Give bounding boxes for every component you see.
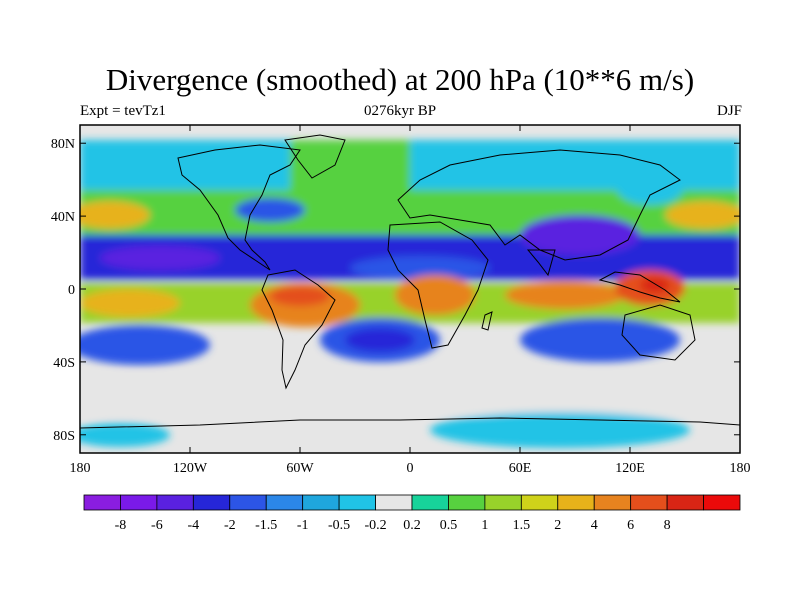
colorbar-label: -4 <box>187 518 199 533</box>
colorbar-swatch <box>666 494 704 511</box>
x-tick-label: 120W <box>173 461 208 476</box>
colorbar: -8 -6 -4 -2 -1.5 -1 -0.5 -0.2 0.2 0.5 1 1.5 2 4 6 8 <box>83 494 741 533</box>
x-tick-label: 60E <box>509 461 532 476</box>
india-coast <box>526 249 556 277</box>
colorbar-swatch <box>229 494 267 511</box>
colorbar-label: 8 <box>664 518 671 533</box>
colorbar-swatch <box>338 494 376 511</box>
antarctica-coast <box>80 417 740 429</box>
x-tick-label: 180 <box>730 461 751 476</box>
colorbar-swatch <box>557 494 595 511</box>
colorbar-label: -0.2 <box>364 518 386 533</box>
y-tick-label: 40N <box>51 210 75 225</box>
x-tick-label: 120E <box>615 461 645 476</box>
colorbar-swatch <box>484 494 522 511</box>
maritime-continent-coast <box>598 271 681 303</box>
africa-coast <box>387 221 489 349</box>
colorbar-swatch <box>411 494 449 511</box>
y-tick-label: 80N <box>51 137 75 152</box>
south-america-coast <box>261 269 336 390</box>
coastlines <box>80 134 740 429</box>
colorbar-swatch <box>520 494 559 511</box>
colorbar-label: 6 <box>627 518 634 533</box>
y-tick-label: 80S <box>53 429 75 444</box>
y-tick-label: 0 <box>68 283 75 298</box>
colorbar-label: -1.5 <box>255 518 277 533</box>
north-america-coast <box>177 144 301 271</box>
colorbar-label: -1 <box>297 518 309 533</box>
australia-coast <box>621 304 696 361</box>
colorbar-label: 1.5 <box>513 518 531 533</box>
colorbar-swatch <box>192 494 231 511</box>
season-label: DJF <box>716 103 742 119</box>
colorbar-swatch <box>302 494 340 511</box>
colorbar-swatch <box>630 494 668 511</box>
europe-asia-coast <box>397 149 681 261</box>
experiment-label: Expt = tevTz1 <box>80 103 166 119</box>
time-label: 0276kyr BP <box>363 103 437 119</box>
map-title: Divergence (smoothed) at 200 hPa (10**6 … <box>105 62 695 97</box>
colorbar-swatch <box>448 494 486 511</box>
colorbar-label: 0.2 <box>403 518 421 533</box>
colorbar-label: 2 <box>554 518 561 533</box>
colorbar-swatch <box>83 494 121 511</box>
colorbar-swatch <box>156 494 194 511</box>
colorbar-label: 4 <box>591 518 598 533</box>
x-tick-label: 0 <box>407 461 414 476</box>
colorbar-label: -8 <box>115 518 127 533</box>
y-tick-label: 40S <box>53 356 75 371</box>
divergence-field <box>80 125 740 453</box>
colorbar-label: -2 <box>224 518 236 533</box>
latitude-axis: 80N 40N 0 40S 80S <box>51 137 740 444</box>
colorbar-swatch <box>265 494 304 511</box>
colorbar-swatch <box>593 494 632 511</box>
x-tick-label: 180 <box>70 461 91 476</box>
madagascar-coast <box>481 311 493 331</box>
colorbar-label: -6 <box>151 518 163 533</box>
x-tick-label: 60W <box>286 461 314 476</box>
colorbar-label: 1 <box>481 518 488 533</box>
colorbar-label: -0.5 <box>328 518 350 533</box>
colorbar-label: 0.5 <box>440 518 458 533</box>
longitude-axis: 180 120W 60W 0 60E 120E 180 <box>70 125 751 476</box>
colorbar-swatch <box>120 494 158 511</box>
colorbar-swatch <box>375 494 413 511</box>
colorbar-swatch <box>703 494 741 511</box>
greenland-coast <box>284 134 346 179</box>
